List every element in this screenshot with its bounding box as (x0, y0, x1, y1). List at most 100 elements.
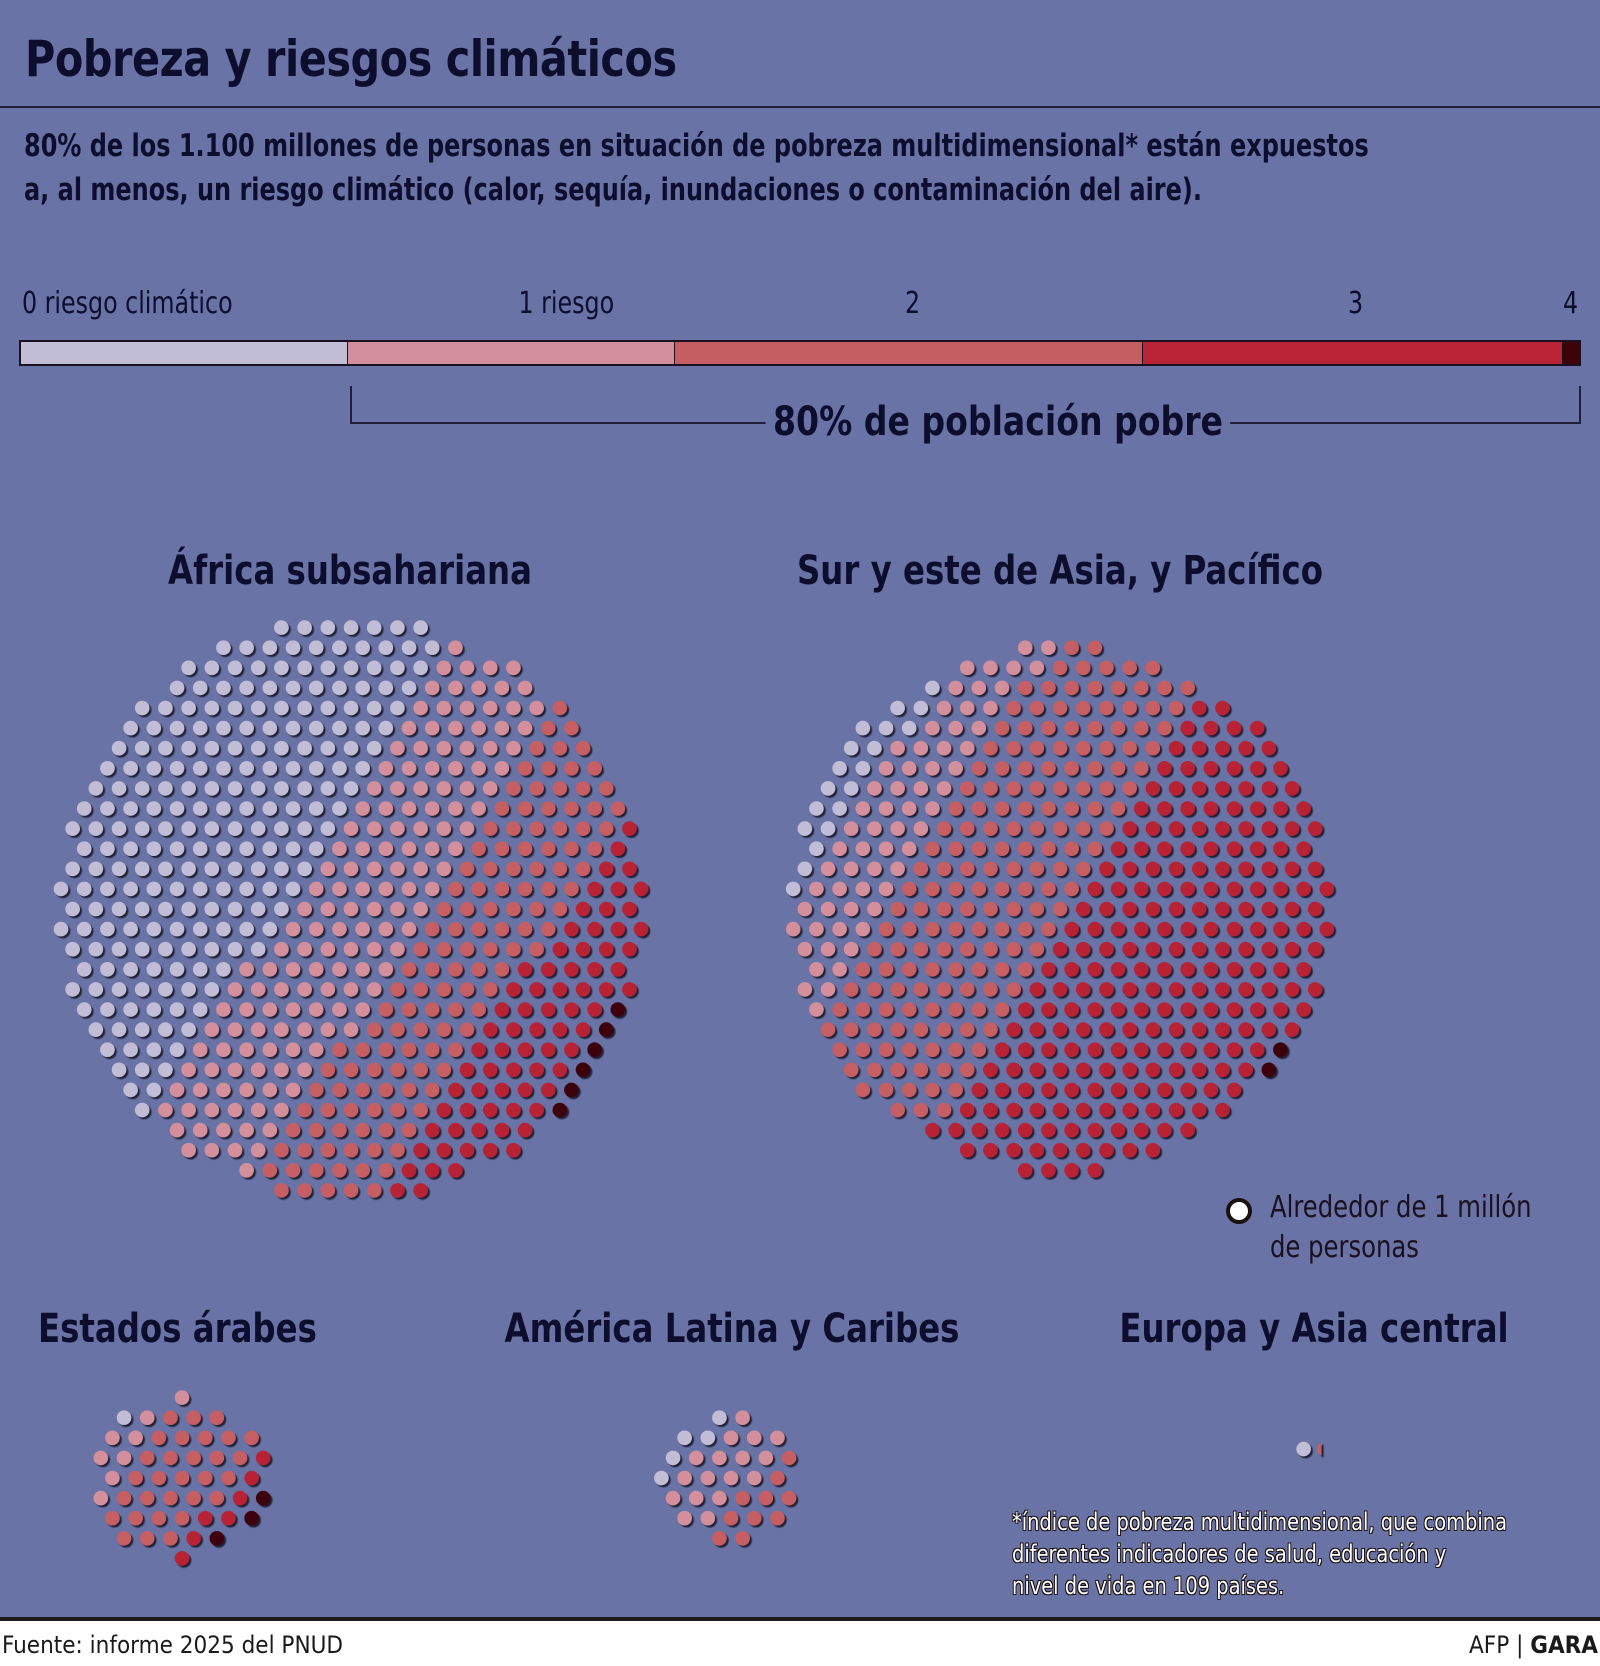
dot (983, 740, 998, 756)
dot (76, 1002, 92, 1017)
dot (332, 1163, 347, 1178)
dot (1110, 881, 1126, 897)
dot (123, 921, 138, 937)
dot (471, 1122, 486, 1138)
dot (506, 1062, 521, 1078)
dot (529, 700, 544, 716)
dot (459, 901, 475, 917)
dot (343, 901, 359, 917)
dot (1064, 720, 1079, 736)
dot (540, 962, 556, 977)
dot (832, 881, 847, 897)
dot (192, 801, 208, 816)
dot (448, 1002, 463, 1017)
dot (355, 1042, 370, 1057)
dot (1261, 982, 1277, 997)
dot (1064, 962, 1079, 977)
dot (598, 941, 614, 957)
dot (459, 861, 475, 877)
dot (390, 1183, 405, 1198)
dot (390, 1142, 405, 1158)
dot (948, 801, 963, 816)
dot (390, 1022, 405, 1037)
dot (482, 1022, 498, 1037)
dot (436, 740, 452, 756)
dot (424, 1002, 440, 1017)
dot (700, 1430, 716, 1446)
dot (878, 801, 894, 816)
dot (855, 761, 871, 776)
region-title-europe: Europa y Asia central (1119, 1306, 1509, 1352)
dot (971, 761, 987, 776)
dot (100, 1002, 115, 1017)
dot (529, 1022, 544, 1037)
dot (552, 941, 568, 957)
dot (665, 1490, 681, 1506)
dot (192, 1042, 208, 1057)
dot (262, 841, 278, 856)
dot (529, 1062, 544, 1078)
dot (1273, 962, 1288, 977)
dot (308, 1082, 324, 1098)
dot (1052, 901, 1068, 917)
dot (1122, 901, 1137, 917)
dot (232, 1450, 248, 1466)
dot (250, 982, 266, 997)
dot (186, 1450, 201, 1466)
dot (239, 801, 254, 816)
dot (424, 1163, 440, 1178)
dot (948, 1122, 963, 1138)
bracket-label: 80% de población pobre (765, 399, 1231, 445)
dot (1215, 740, 1230, 756)
dot (1191, 781, 1207, 796)
dot (378, 640, 394, 655)
dot (285, 1042, 301, 1057)
dot (436, 861, 452, 877)
dot (1226, 761, 1242, 776)
dot (1075, 941, 1091, 957)
dot (297, 660, 312, 676)
dot (378, 1122, 394, 1138)
dot (1133, 1042, 1149, 1057)
dot (482, 660, 498, 676)
dot (239, 881, 254, 897)
dot (1041, 1002, 1056, 1017)
dot (1029, 821, 1045, 836)
dot (1017, 1042, 1033, 1057)
dot (308, 801, 324, 816)
dot (436, 1102, 452, 1118)
dot (134, 1062, 150, 1078)
dot (959, 861, 975, 877)
dot (169, 962, 185, 977)
dot (517, 680, 533, 696)
dot (540, 1082, 556, 1098)
dot (1064, 881, 1079, 897)
dot (332, 761, 347, 776)
dot (797, 861, 813, 877)
dot (575, 982, 591, 997)
dot (529, 1102, 544, 1118)
dot (820, 861, 836, 877)
dot (448, 962, 463, 977)
dot (134, 781, 150, 796)
dot (436, 982, 452, 997)
dot (320, 982, 336, 997)
dot (262, 1042, 278, 1057)
dot (890, 1062, 905, 1078)
dot (204, 941, 220, 957)
dot (843, 821, 859, 836)
dot (587, 841, 602, 856)
dot (913, 781, 929, 796)
bar-label-3: 3 (1348, 286, 1364, 321)
dot (158, 821, 173, 836)
dot (1191, 901, 1207, 917)
dot (93, 1450, 109, 1466)
dot (448, 761, 463, 776)
dot (134, 821, 150, 836)
dot (1307, 941, 1323, 957)
dot (506, 941, 521, 957)
dot (1168, 901, 1184, 917)
dot (820, 982, 836, 997)
dot (76, 841, 92, 856)
dot (174, 1430, 190, 1446)
